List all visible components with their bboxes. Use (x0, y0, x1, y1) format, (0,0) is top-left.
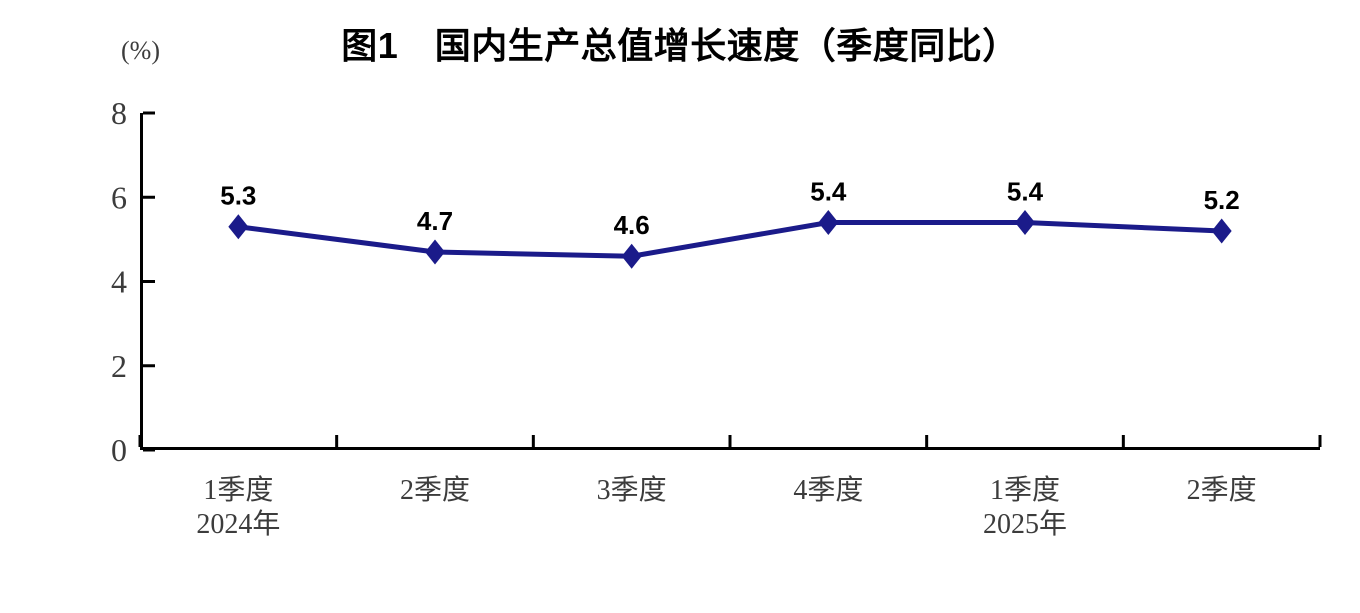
x-tick-label: 1季度 (990, 474, 1060, 506)
y-tick-label: 2 (111, 348, 127, 384)
data-point-marker (1015, 210, 1035, 236)
data-line (238, 220, 1222, 259)
y-axis-unit-label: (%) (121, 36, 160, 65)
data-point-label: 4.6 (614, 210, 650, 240)
data-point-label: 5.3 (220, 181, 256, 211)
data-point-marker (1211, 218, 1232, 244)
data-point-marker (425, 239, 445, 265)
x-tick-label: 2季度 (400, 474, 470, 506)
y-tick-label: 4 (111, 264, 127, 300)
x-tick-year-label: 2024年 (196, 508, 280, 540)
data-point-label: 5.4 (1007, 177, 1044, 207)
y-tick-label: 0 (111, 432, 127, 468)
data-point-marker (228, 214, 249, 240)
x-tick-label: 4季度 (793, 474, 863, 506)
data-point-marker (621, 243, 642, 269)
x-tick-label: 2季度 (1187, 474, 1257, 506)
data-point-marker (818, 210, 839, 236)
chart-title: 图1 国内生产总值增长速度（季度同比） (341, 25, 1019, 66)
data-point-label: 5.2 (1204, 185, 1240, 215)
data-point-label: 5.4 (810, 177, 847, 207)
data-point-label: 4.7 (417, 206, 453, 236)
x-tick-label: 3季度 (597, 474, 667, 506)
x-tick-label: 1季度 (203, 474, 273, 506)
y-tick-label: 6 (111, 179, 127, 215)
x-tick-year-label: 2025年 (983, 508, 1067, 540)
y-tick-label: 8 (111, 95, 127, 131)
